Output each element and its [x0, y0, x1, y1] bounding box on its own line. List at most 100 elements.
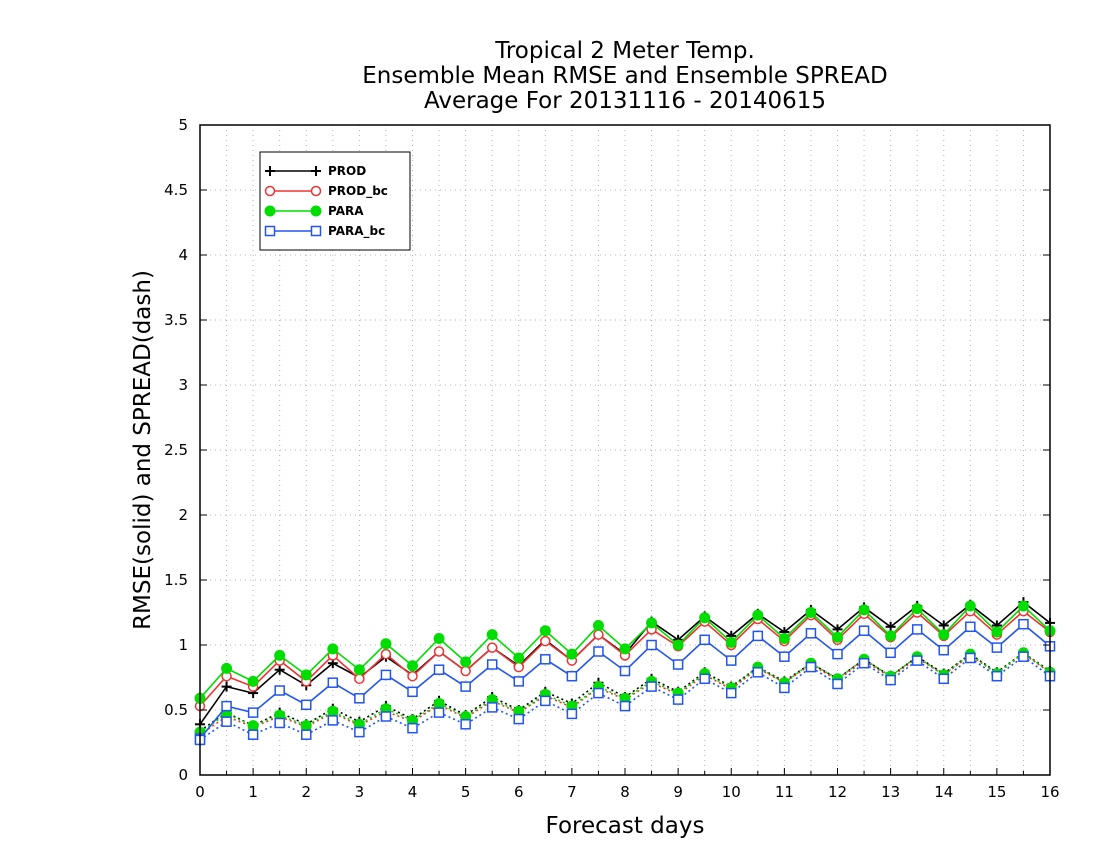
- y-tick-label: 4: [178, 246, 188, 264]
- marker-shape: [486, 659, 498, 670]
- marker-shape: [380, 648, 392, 660]
- series-para-bc-rmse-point: [486, 659, 498, 670]
- marker-shape: [486, 642, 498, 653]
- series-para-rmse-point: [1017, 600, 1029, 612]
- series-para-bc-spread-point: [911, 655, 923, 666]
- series-prod-bc-rmse-point: [460, 665, 471, 677]
- x-tick-label: 13: [881, 783, 900, 801]
- marker-shape: [911, 655, 923, 666]
- series-para-rmse-point: [353, 664, 365, 676]
- series-para-rmse-point: [805, 607, 817, 618]
- series-para-bc-rmse-point: [247, 707, 259, 718]
- series-para-bc-spread-point: [672, 694, 684, 705]
- series-para-bc-spread-point: [513, 713, 524, 725]
- series-para-bc-rmse-point: [752, 630, 764, 642]
- legend-marker-right: [310, 205, 322, 217]
- series-prod-bc-rmse-point: [513, 661, 524, 673]
- marker-shape: [300, 720, 312, 732]
- y-axis-label: RMSE(solid) and SPREAD(dash): [130, 270, 156, 630]
- marker-shape: [540, 654, 551, 665]
- marker-shape: [699, 634, 710, 646]
- marker-shape: [965, 621, 976, 633]
- marker-shape: [938, 629, 950, 641]
- marker-shape: [699, 612, 711, 624]
- series-para-bc-spread-point: [1018, 651, 1029, 662]
- series-para-bc-rmse-point: [380, 669, 392, 681]
- series-para-rmse-point: [646, 617, 658, 629]
- series-para-bc-rmse-point: [301, 699, 312, 711]
- series-para-bc-rmse-point: [965, 621, 976, 633]
- marker-shape: [938, 673, 949, 685]
- legend-label: PARA_bc: [328, 224, 385, 239]
- series-para-rmse-point: [672, 639, 684, 651]
- marker-shape: [380, 669, 392, 681]
- series-para-rmse-point: [433, 633, 445, 644]
- series-prod-bc-rmse-point: [407, 670, 418, 682]
- marker-shape: [301, 729, 312, 740]
- series-para-rmse-point: [566, 648, 578, 660]
- marker-shape: [778, 633, 790, 644]
- series-para-rmse-point: [247, 675, 259, 687]
- marker-shape: [832, 678, 843, 690]
- marker-shape: [752, 667, 764, 678]
- legend-marker-left: [265, 166, 275, 176]
- series-para-bc-rmse-point: [460, 681, 471, 692]
- marker-shape: [460, 719, 471, 730]
- marker-shape: [619, 665, 631, 677]
- series-prod-rmse-point: [221, 681, 232, 692]
- series-para-bc-rmse-point: [566, 670, 578, 682]
- series-para-bc-spread-point: [247, 729, 259, 740]
- marker-shape: [247, 729, 259, 740]
- series-para-bc-rmse-point: [885, 647, 896, 659]
- series-prod-rmse-point: [274, 664, 285, 675]
- marker-shape: [274, 685, 285, 696]
- series-para-bc-spread-point: [433, 707, 445, 718]
- series-para-rmse-point: [858, 604, 870, 616]
- series-para-bc-spread-point: [779, 682, 790, 694]
- marker-shape: [221, 716, 232, 727]
- marker-shape: [566, 708, 578, 720]
- series-para-rmse-point: [539, 625, 551, 637]
- x-axis-label: Forecast days: [546, 813, 705, 839]
- marker-shape: [327, 643, 339, 655]
- series-para-rmse-point: [327, 643, 339, 655]
- tick-labels: 0 1 2 3 4 5 6 7 8 9 10 11 12 13 14 15 1600.511.522.533.5…: [164, 116, 1059, 801]
- marker-shape: [726, 687, 737, 699]
- series-para-spread-point: [247, 720, 259, 732]
- series-para-rmse-point: [752, 609, 764, 621]
- marker-shape: [672, 639, 684, 651]
- marker-shape: [885, 630, 897, 642]
- marker-shape: [752, 609, 764, 621]
- legend-label: PROD_bc: [328, 184, 388, 199]
- legend-marker-right: [310, 225, 322, 237]
- series-para-rmse-point: [460, 656, 472, 668]
- marker-shape: [672, 659, 684, 670]
- marker-shape: [264, 185, 276, 197]
- marker-shape: [407, 722, 418, 734]
- series-para-bc-rmse-point: [699, 634, 710, 646]
- marker-shape: [433, 707, 445, 718]
- series-para-bc-spread-point: [486, 702, 498, 713]
- x-tick-label: 14: [934, 783, 953, 801]
- legend-marker-left: [264, 225, 276, 237]
- series-prod-bc-rmse-point: [354, 673, 365, 685]
- series-para-bc-rmse-point: [1018, 618, 1029, 630]
- series-para-rmse-point: [778, 633, 790, 644]
- marker-shape: [619, 643, 631, 655]
- series-para-spread-point: [300, 720, 312, 732]
- legend-label: PROD: [328, 164, 366, 178]
- y-tick-label: 2: [178, 506, 188, 524]
- marker-shape: [274, 717, 285, 729]
- series-para-bc-spread-point: [805, 661, 817, 673]
- x-tick-label: 11: [775, 783, 794, 801]
- marker-shape: [858, 604, 870, 616]
- marker-shape: [1018, 618, 1029, 630]
- marker-shape: [221, 662, 233, 674]
- series-para-bc-spread-point: [593, 687, 604, 699]
- legend-marker-left: [264, 185, 276, 197]
- marker-shape: [540, 695, 551, 707]
- marker-shape: [460, 665, 471, 677]
- marker-shape: [911, 603, 923, 615]
- series-para-rmse-point: [407, 660, 418, 672]
- series-para-bc-spread-point: [965, 652, 976, 664]
